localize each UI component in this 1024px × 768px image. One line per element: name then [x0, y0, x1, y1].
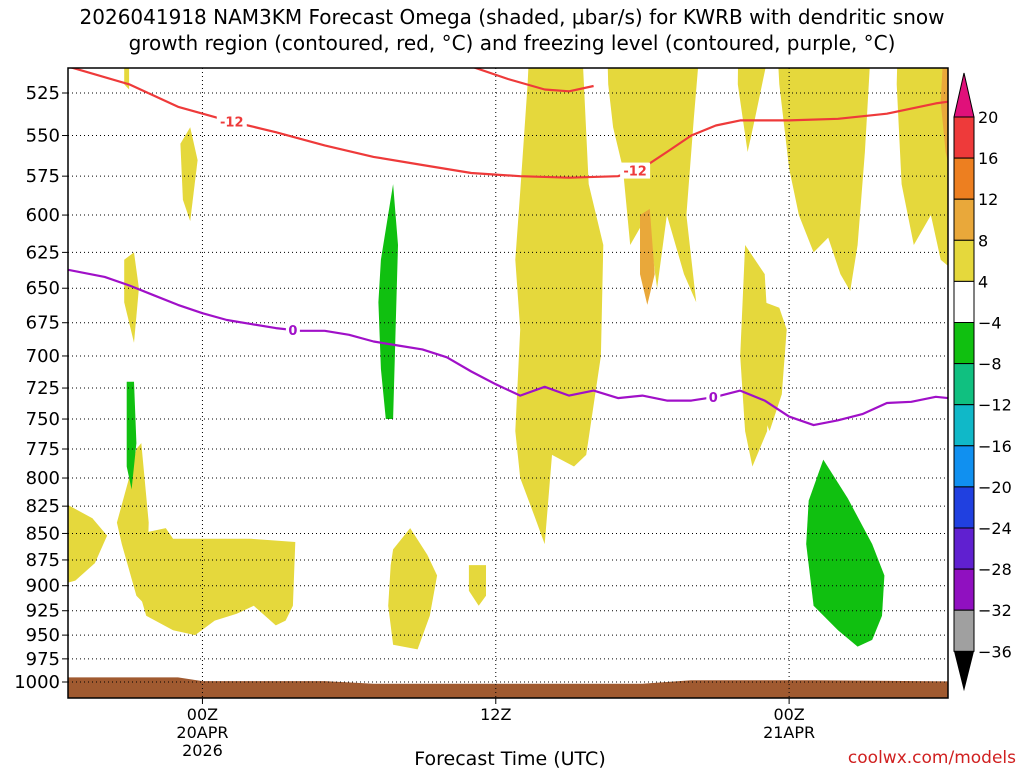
colorbar-label: 8 — [978, 231, 988, 250]
omega-region — [388, 528, 438, 650]
y-tick-label: 700 — [26, 346, 60, 367]
y-tick-label: 825 — [26, 496, 60, 517]
colorbar-label: −8 — [978, 355, 1002, 374]
colorbar: 20 16 12 8 4 −4 −8 −12 −16 −20 −24 −28 −32 −36 — [953, 72, 1012, 692]
colorbar-bottom-arrow — [954, 651, 974, 692]
colorbar-label: 20 — [978, 108, 998, 127]
y-tick-label: 725 — [26, 378, 60, 399]
colorbar-swatch — [953, 157, 975, 200]
omega--8-to--4 — [126, 184, 885, 647]
y-tick-label: 575 — [26, 166, 60, 187]
omega-region — [180, 127, 198, 222]
y-tick-label: 675 — [26, 313, 60, 334]
omega-region — [515, 68, 604, 545]
colorbar-label: −36 — [978, 642, 1012, 661]
colorbar-swatch — [953, 609, 975, 652]
contour-label-bg — [706, 389, 721, 406]
colorbar-label: −20 — [978, 478, 1012, 497]
y-tick-label: 750 — [26, 409, 60, 430]
y-tick-label: 625 — [26, 242, 60, 263]
colorbar-swatch — [953, 239, 975, 282]
contour-line — [472, 68, 594, 93]
colorbar-swatch — [953, 322, 975, 365]
omega-region — [778, 68, 870, 291]
contour-label: -12 — [623, 165, 647, 180]
contour-line — [69, 68, 948, 179]
omega-region — [124, 252, 139, 343]
omega-region — [640, 208, 655, 305]
y-tick-label: 900 — [26, 576, 60, 597]
colorbar-label: −4 — [978, 314, 1002, 333]
colorbar-label: −24 — [978, 519, 1012, 538]
colorbar-label: 16 — [978, 149, 998, 168]
contour-label-bg — [620, 162, 651, 179]
colorbar-label: −12 — [978, 396, 1012, 415]
y-tick-label: 650 — [26, 278, 60, 299]
y-tick-label: 525 — [26, 83, 60, 104]
chart-title-line2: growth region (contoured, red, °C) and f… — [128, 31, 896, 55]
colorbar-label: 12 — [978, 190, 998, 209]
x-tick-label: 2026 — [182, 741, 223, 760]
omega-region — [138, 528, 296, 636]
x-tick-label: 21APR — [763, 723, 815, 742]
omega-region — [940, 68, 948, 163]
chart-title-line1: 2026041918 NAM3KM Forecast Omega (shaded… — [79, 5, 945, 29]
omega-8-to-12 — [640, 68, 948, 305]
omega-region — [896, 68, 948, 266]
y-tick-label: 925 — [26, 601, 60, 622]
colorbar-swatch — [953, 568, 975, 611]
contour-label-bg — [285, 322, 300, 339]
contour-line — [68, 268, 948, 427]
colorbar-top-arrow — [953, 72, 975, 118]
omega-region — [607, 68, 699, 303]
x-axis-label: Forecast Time (UTC) — [414, 748, 605, 768]
x-tick-label: 00Z — [773, 705, 804, 724]
omega-4-to-8 — [68, 68, 948, 650]
colorbar-label: −28 — [978, 560, 1012, 579]
terrain — [68, 677, 948, 698]
colorbar-swatch — [953, 445, 975, 488]
colorbar-swatch — [953, 198, 975, 241]
y-tick-label: 600 — [26, 205, 60, 226]
omega-region — [126, 381, 137, 490]
y-tick-label: 550 — [26, 126, 60, 147]
y-tick-label: 800 — [26, 468, 60, 489]
colorbar-swatch — [953, 116, 975, 159]
contour-label: 0 — [709, 391, 718, 406]
colorbar-swatch — [953, 404, 975, 447]
colorbar-swatch — [953, 486, 975, 529]
colorbar-swatch — [953, 280, 975, 323]
y-tick-label: 775 — [26, 439, 60, 460]
colorbar-swatch — [953, 363, 975, 406]
colorbar-label: −16 — [978, 437, 1012, 456]
x-tick-label: 00Z — [187, 705, 218, 724]
omega-region — [468, 565, 486, 606]
credit-text: coolwx.com/models — [848, 748, 1016, 768]
y-tick-label: 950 — [26, 625, 60, 646]
contour-label-bg — [216, 113, 247, 130]
x-tick-label: 20APR — [176, 723, 228, 742]
contour-label: 0 — [288, 324, 297, 339]
y-tick-label: 850 — [26, 523, 60, 544]
plot-area: -12-12000 — [68, 68, 948, 698]
y-tick-label: 875 — [26, 550, 60, 571]
omega-region — [806, 459, 885, 647]
omega-region — [378, 184, 398, 419]
contour-label: -12 — [220, 116, 244, 131]
omega-region — [68, 505, 108, 583]
colorbar-label: −32 — [978, 601, 1012, 620]
x-tick-label: 12Z — [480, 705, 511, 724]
y-tick-label: 1000 — [14, 672, 60, 693]
plot-frame — [67, 67, 949, 699]
colorbar-swatch — [953, 527, 975, 570]
y-tick-label: 975 — [26, 649, 60, 670]
colorbar-label: 4 — [978, 272, 988, 291]
omega-region — [737, 68, 766, 152]
